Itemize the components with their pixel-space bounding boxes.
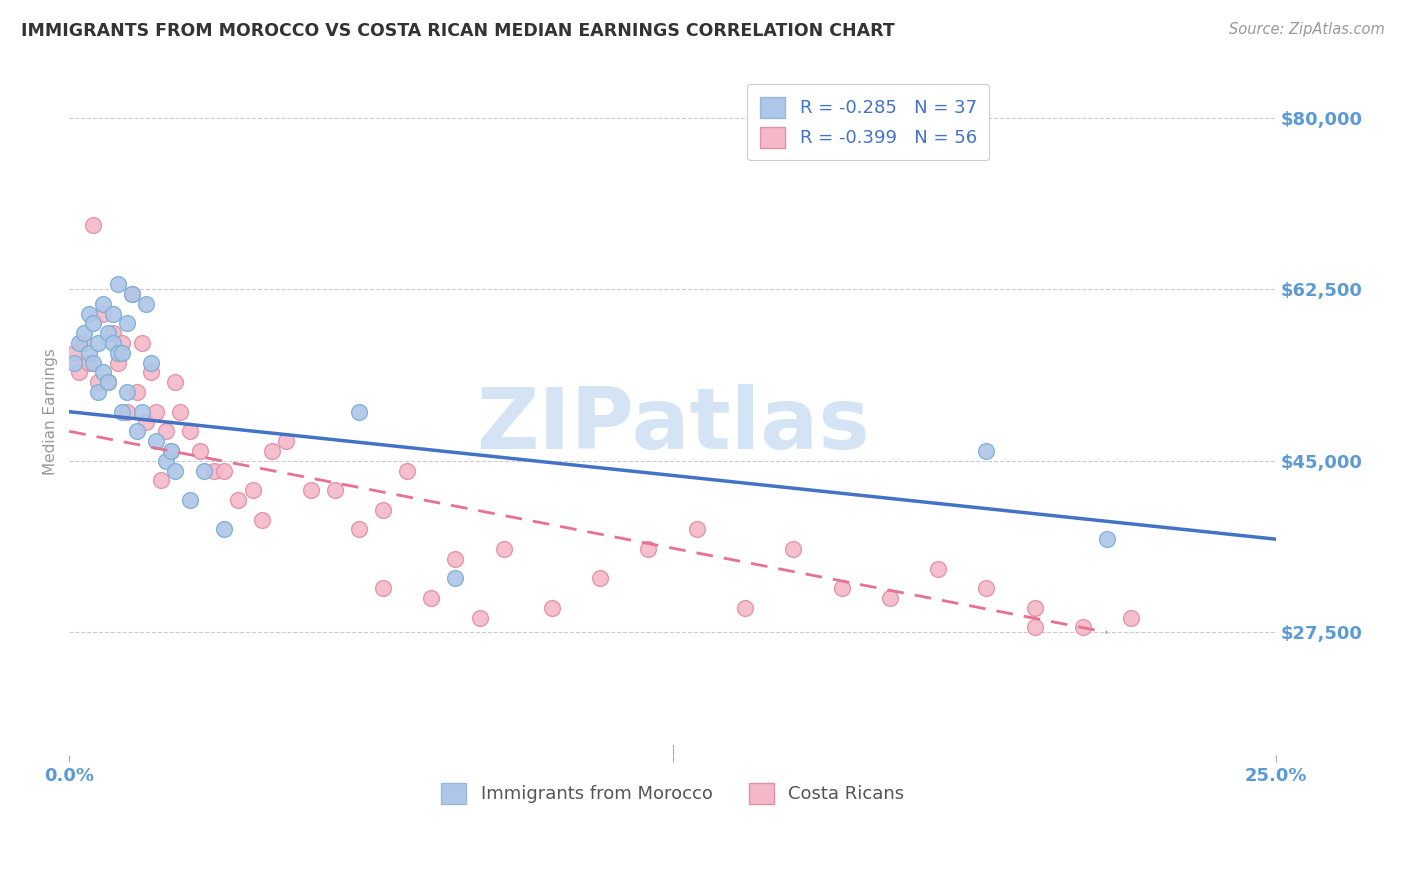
Point (67, 366, 90, 380)
Point (63, 356, 86, 370)
Point (188, 444, 211, 458)
Point (242, 483, 264, 498)
Point (155, 425, 177, 439)
Point (63, 346, 86, 360)
Point (101, 307, 124, 321)
Point (589, 571, 612, 585)
Point (87, 376, 110, 390)
Point (155, 454, 177, 468)
Point (323, 483, 346, 498)
Point (212, 464, 235, 478)
Point (212, 522, 235, 536)
Point (347, 405, 370, 419)
Point (141, 366, 163, 380)
Point (165, 376, 187, 390)
Y-axis label: Median Earnings: Median Earnings (44, 348, 58, 475)
Point (131, 336, 153, 351)
Point (107, 277, 129, 292)
Point (159, 444, 181, 458)
Point (976, 444, 998, 458)
Point (276, 434, 298, 449)
Point (115, 317, 138, 331)
Point (121, 287, 143, 301)
Point (165, 464, 187, 478)
Point (121, 287, 143, 301)
Point (468, 610, 491, 624)
Point (879, 591, 901, 605)
Point (734, 600, 756, 615)
Point (396, 464, 419, 478)
Point (77, 346, 100, 360)
Point (97, 376, 120, 390)
Point (77, 356, 100, 370)
Point (927, 561, 949, 575)
Point (444, 571, 467, 585)
Point (87, 385, 110, 400)
Point (91, 307, 114, 321)
Point (82, 317, 104, 331)
Point (82, 356, 104, 370)
Point (82, 219, 104, 233)
Point (260, 444, 283, 458)
Legend: Immigrants from Morocco, Costa Ricans: Immigrants from Morocco, Costa Ricans (430, 772, 915, 814)
Point (77, 307, 100, 321)
Point (101, 336, 124, 351)
Point (145, 405, 167, 419)
Point (226, 492, 249, 507)
Point (67, 336, 90, 351)
Point (252, 512, 274, 526)
Point (371, 581, 394, 595)
Point (976, 581, 998, 595)
Point (299, 483, 322, 498)
Point (179, 492, 201, 507)
Point (111, 405, 134, 419)
Point (135, 297, 157, 311)
Point (444, 551, 467, 566)
Point (202, 464, 225, 478)
Point (107, 346, 129, 360)
Point (73, 336, 96, 351)
Point (1121, 610, 1143, 624)
Point (141, 356, 163, 370)
Point (541, 600, 564, 615)
Point (111, 336, 134, 351)
Point (371, 502, 394, 516)
Point (97, 376, 120, 390)
Point (1071, 620, 1094, 634)
Point (149, 474, 172, 488)
Point (637, 541, 659, 556)
Point (115, 405, 138, 419)
Point (101, 326, 124, 341)
Point (1024, 620, 1046, 634)
Point (91, 366, 114, 380)
Point (73, 326, 96, 341)
Point (87, 336, 110, 351)
Point (131, 405, 153, 419)
Point (115, 385, 138, 400)
Text: Source: ZipAtlas.com: Source: ZipAtlas.com (1229, 22, 1385, 37)
Point (1095, 532, 1118, 546)
Point (782, 541, 804, 556)
Point (420, 591, 443, 605)
Point (347, 522, 370, 536)
Point (111, 346, 134, 360)
Point (169, 405, 191, 419)
Point (831, 581, 853, 595)
Point (179, 425, 201, 439)
Point (686, 522, 709, 536)
Text: IMMIGRANTS FROM MOROCCO VS COSTA RICAN MEDIAN EARNINGS CORRELATION CHART: IMMIGRANTS FROM MOROCCO VS COSTA RICAN M… (21, 22, 894, 40)
Point (135, 415, 157, 429)
Point (125, 385, 148, 400)
Point (91, 297, 114, 311)
Point (107, 356, 129, 370)
Point (193, 464, 215, 478)
Point (1024, 600, 1046, 615)
Point (159, 444, 181, 458)
Point (145, 434, 167, 449)
Point (125, 425, 148, 439)
Text: ZIPatlas: ZIPatlas (475, 384, 869, 467)
Point (97, 326, 120, 341)
Point (492, 541, 515, 556)
